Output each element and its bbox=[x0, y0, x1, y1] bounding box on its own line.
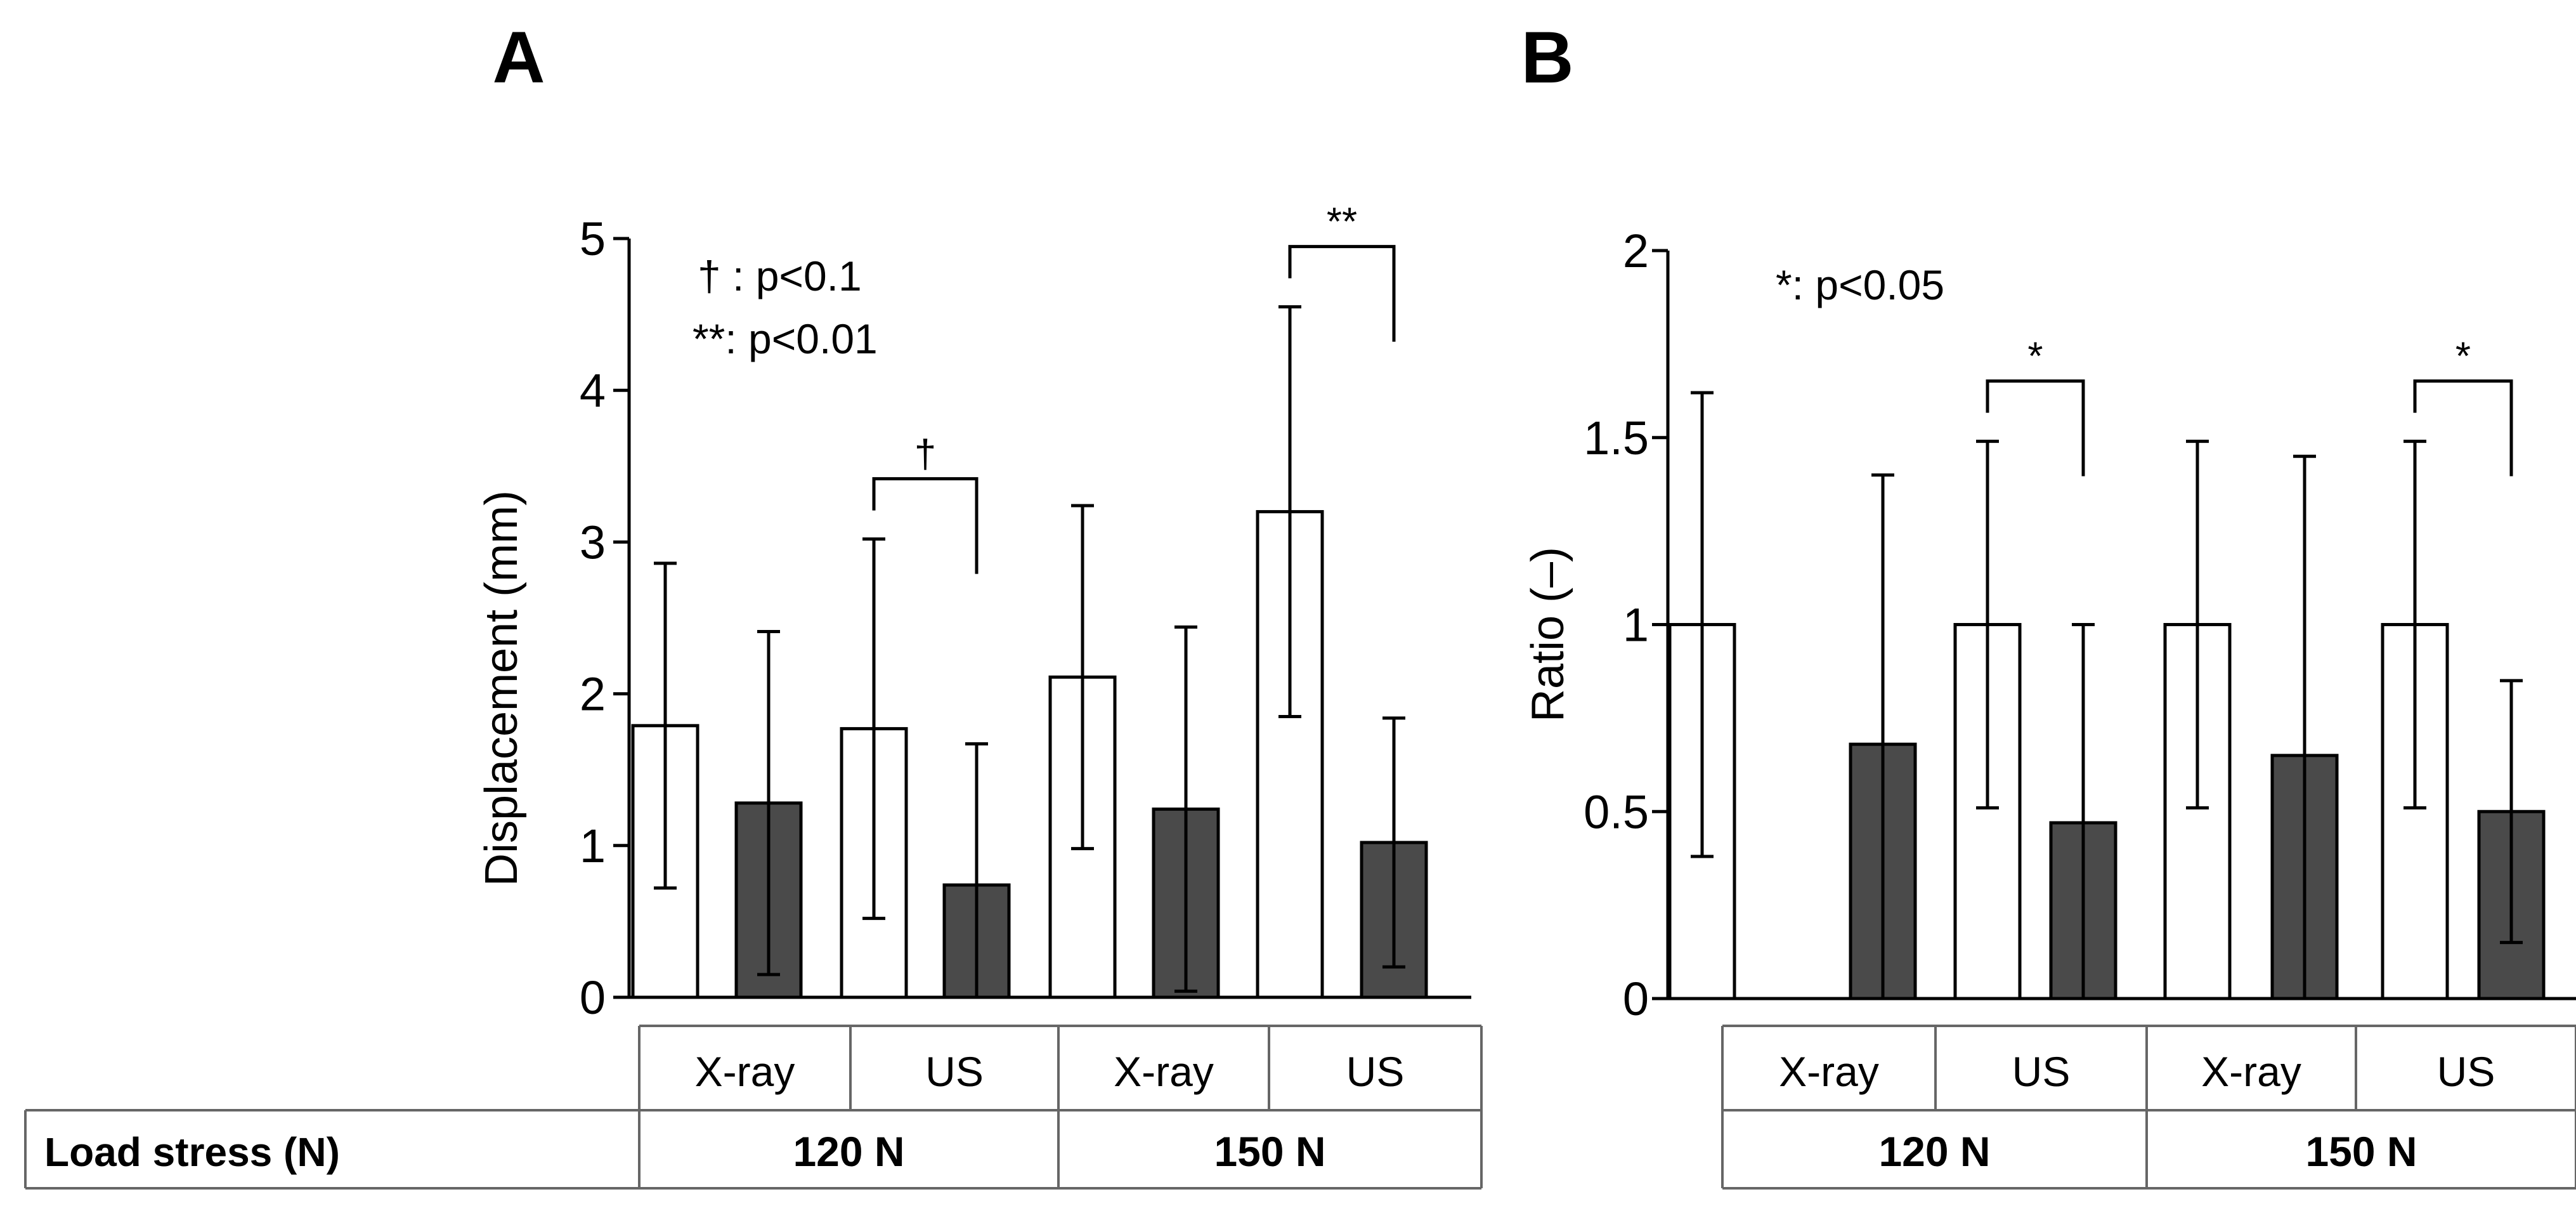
panel-a-significance-marker: ** bbox=[1327, 200, 1357, 244]
panel-b-table-method-label: X-ray bbox=[2201, 1048, 2301, 1095]
panel-a-category-table: X-ray US X-ray US 120 N 150 N Load stress (N) bbox=[24, 1025, 1483, 1190]
panel-a-table-method-label: US bbox=[1346, 1048, 1405, 1095]
panel-a-legend: † : p<0.1 **: p<0.01 bbox=[693, 252, 878, 362]
panel-b-y-tick-label: 2 bbox=[1623, 225, 1649, 277]
panel-b-significance-marker: * bbox=[2456, 335, 2471, 379]
panel-b-y-axis-title: Ratio (–) bbox=[1523, 547, 1573, 722]
panel-a-table-load-label: 150 N bbox=[1214, 1128, 1325, 1175]
panel-a-y-tick-label: 4 bbox=[580, 364, 606, 417]
panel-a-table-method-label: X-ray bbox=[1114, 1048, 1214, 1095]
panel-b-table-method-label: US bbox=[2012, 1048, 2071, 1095]
panel-b: B Ratio (–) *: p<0.05 0 0.5 1 1.5 2 * * X-ray U… bbox=[1521, 17, 2576, 1190]
panel-a-y-tick-label: 1 bbox=[580, 820, 606, 872]
panel-a-y-tick-label: 3 bbox=[580, 516, 606, 568]
panel-b-label: B bbox=[1521, 17, 1573, 98]
panel-a-table-method-label: X-ray bbox=[695, 1048, 795, 1095]
panel-a-y-tick-label: 5 bbox=[580, 213, 606, 265]
panel-b-significance-bracket bbox=[2413, 379, 2513, 476]
panel-a-legend-line: † : p<0.1 bbox=[698, 252, 862, 299]
panel-b-plot: 0 0.5 1 1.5 2 * * bbox=[1584, 225, 2576, 1025]
panel-a-significance-bracket bbox=[872, 477, 979, 574]
panel-b-table-method-label: US bbox=[2437, 1048, 2495, 1095]
panel-b-table-load-label: 150 N bbox=[2305, 1128, 2417, 1175]
panel-b-significance-marker: * bbox=[2027, 335, 2043, 379]
panel-a-table-load-label: 120 N bbox=[793, 1128, 904, 1175]
panel-b-category-table: X-ray US X-ray US 120 N 150 N bbox=[1721, 1025, 2576, 1190]
panel-b-significance-bracket bbox=[1986, 379, 2085, 476]
panel-b-y-tick-label: 0 bbox=[1623, 973, 1649, 1025]
panel-b-table-load-label: 120 N bbox=[1878, 1128, 1990, 1175]
panel-a-plot: 0 1 2 3 4 5 † ** bbox=[580, 200, 1471, 1024]
panel-a-label: A bbox=[492, 17, 545, 98]
panel-b-legend-line: *: p<0.05 bbox=[1776, 261, 1944, 308]
panel-a-table-row-header: Load stress (N) bbox=[44, 1129, 340, 1175]
panel-b-legend: *: p<0.05 bbox=[1776, 261, 1944, 308]
panel-a-y-tick-label: 0 bbox=[580, 971, 606, 1024]
panel-a-legend-line: **: p<0.01 bbox=[693, 315, 878, 362]
panel-a-y-tick-label: 2 bbox=[580, 668, 606, 721]
panel-a: A Displacement (mm) † : p<0.1 **: p<0.01… bbox=[24, 17, 1483, 1190]
panel-b-y-tick-label: 1.5 bbox=[1584, 412, 1649, 464]
panel-b-y-tick-label: 1 bbox=[1623, 599, 1649, 652]
panel-b-table-method-label: X-ray bbox=[1779, 1048, 1879, 1095]
panel-b-y-tick-label: 0.5 bbox=[1584, 785, 1649, 838]
panel-a-significance-marker: † bbox=[914, 433, 936, 476]
panel-a-y-axis-title: Displacement (mm) bbox=[476, 490, 527, 886]
panel-a-table-method-label: US bbox=[925, 1048, 984, 1095]
panel-a-significance-bracket bbox=[1288, 245, 1396, 342]
